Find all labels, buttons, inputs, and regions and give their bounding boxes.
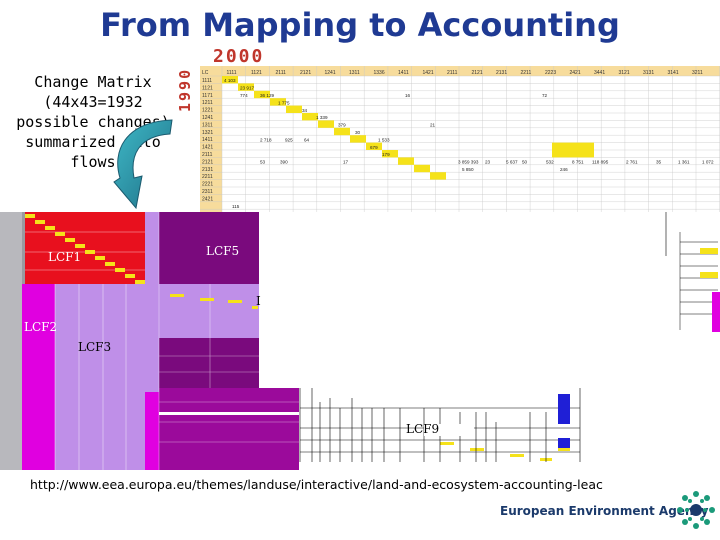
lcf3-label: LCF3	[78, 340, 112, 354]
slide-title: From Mapping to Accounting	[100, 6, 620, 44]
agency-name: European Environment Agency	[500, 504, 709, 518]
matrix-cell-value: 774	[240, 93, 248, 98]
matrix-cell-value: 8 751	[572, 160, 584, 165]
lcf5-label: LCF5	[206, 244, 240, 258]
matrix-row-code: 2221	[202, 182, 213, 188]
matrix-row-code: 1171	[202, 93, 213, 99]
matrix-cell-value: 3 859 393	[458, 160, 479, 165]
matrix-cell-value: 1 533	[378, 137, 390, 142]
matrix-col-code: 1311	[349, 70, 360, 76]
eea-logo-icon	[677, 491, 715, 529]
matrix-row-code: 1211	[202, 100, 213, 106]
matrix-cell-value: 2 718	[260, 137, 272, 142]
matrix-row-code: 2311	[202, 189, 213, 195]
matrix-col-code: 2111	[276, 70, 287, 76]
matrix-col-code: 3441	[594, 70, 605, 76]
matrix-row-code: 2111	[202, 152, 213, 158]
matrix-cell-value: 925	[285, 137, 293, 142]
matrix-row-code: 1241	[202, 115, 213, 121]
matrix-cell-value: 179	[382, 152, 390, 157]
caption-line-3: possible changes)	[16, 113, 170, 131]
matrix-cell-value: 23	[485, 160, 491, 165]
matrix-cell-value: 1 361	[678, 160, 690, 165]
lcf2-label: LCF2	[24, 320, 58, 334]
matrix-row-code: 1421	[202, 145, 213, 151]
matrix-cell-value: 379	[338, 123, 346, 128]
source-url-link[interactable]: http://www.eea.europa.eu/themes/landuse/…	[30, 477, 603, 492]
matrix-cell-value: 246	[560, 167, 568, 172]
matrix-row-code: 2421	[202, 196, 213, 202]
matrix-row-code: 2121	[202, 159, 213, 165]
matrix-cell-value: 2 761	[626, 160, 638, 165]
matrix-row-code: 2131	[202, 167, 213, 173]
lcf9-label: LCF9	[406, 422, 440, 436]
matrix-row-code: 2211	[202, 174, 213, 180]
matrix-cell-value: 4 103	[224, 78, 236, 83]
matrix-col-code: 3131	[643, 70, 654, 76]
matrix-col-code: 2111	[447, 70, 458, 76]
caption-line-1: Change Matrix	[34, 73, 152, 91]
matrix-cell-value: 53	[260, 160, 266, 165]
caption-line-2: (44x43=1932	[43, 93, 143, 111]
matrix-col-code: 1111	[227, 70, 237, 76]
matrix-col-code: 1411	[398, 70, 409, 76]
matrix-cell-value: 118 895	[592, 160, 609, 165]
matrix-cell-value: 5 637	[506, 160, 518, 165]
matrix-col-code: 1241	[325, 70, 336, 76]
matrix-cell-value: 50	[522, 160, 528, 165]
partial-flow-label: I	[256, 294, 261, 308]
matrix-col-code: 3211	[692, 70, 703, 76]
matrix-cell-value: 23 917	[240, 86, 254, 91]
matrix-col-code: LC	[202, 70, 209, 76]
caption-line-5: flows	[70, 153, 116, 171]
matrix-row-code: 1321	[202, 130, 213, 136]
matrix-cell-value: 35	[656, 160, 662, 165]
lcf1-label: LCF1	[48, 250, 82, 264]
matrix-col-code: 3141	[668, 70, 679, 76]
change-matrix-table: 4 103 23 917 774 36 129 16 72 1 775 34 1 339 21 37…	[200, 66, 720, 212]
matrix-row-code: 1111	[202, 78, 212, 84]
matrix-cell-value: 1 339	[316, 115, 328, 120]
matrix-col-code: 2121	[472, 70, 483, 76]
matrix-cell-value: 532	[546, 160, 554, 165]
year-2000-label: 2000	[213, 46, 265, 67]
matrix-row-code: 1121	[202, 85, 213, 91]
matrix-cell-value: 34	[302, 108, 308, 113]
matrix-row-code: 1411	[202, 137, 213, 143]
matrix-cell-value: 21	[430, 123, 436, 128]
flow-matrix-diagram	[0, 212, 720, 470]
matrix-col-code: 3121	[619, 70, 630, 76]
matrix-col-code: 2211	[521, 70, 532, 76]
matrix-cell-value: 30	[355, 130, 361, 135]
matrix-cell-value: 390	[280, 160, 288, 165]
curved-arrow-icon	[113, 119, 173, 210]
matrix-cell-value: 72	[542, 93, 548, 98]
matrix-col-code: 2421	[570, 70, 581, 76]
matrix-cell-value: 17	[343, 160, 349, 165]
matrix-col-code: 1121	[251, 70, 262, 76]
matrix-col-code: 2121	[300, 70, 311, 76]
matrix-col-code: 2223	[545, 70, 556, 76]
matrix-cell-value: 679	[370, 145, 378, 150]
matrix-cell-value: 16	[405, 93, 411, 98]
matrix-cell-value: 5 850	[462, 167, 474, 172]
matrix-col-code: 2131	[496, 70, 507, 76]
matrix-row-code: 1311	[202, 122, 213, 128]
matrix-cell-value: 1 072	[702, 160, 714, 165]
matrix-row-code: 1221	[202, 108, 213, 114]
matrix-cell-value: 115	[232, 204, 240, 209]
matrix-col-code: 1421	[423, 70, 434, 76]
matrix-col-code: 1336	[374, 70, 385, 76]
matrix-cell-value: 36 129	[260, 93, 274, 98]
matrix-cell-value: 1 775	[278, 100, 290, 105]
matrix-cell-value: 64	[304, 137, 310, 142]
